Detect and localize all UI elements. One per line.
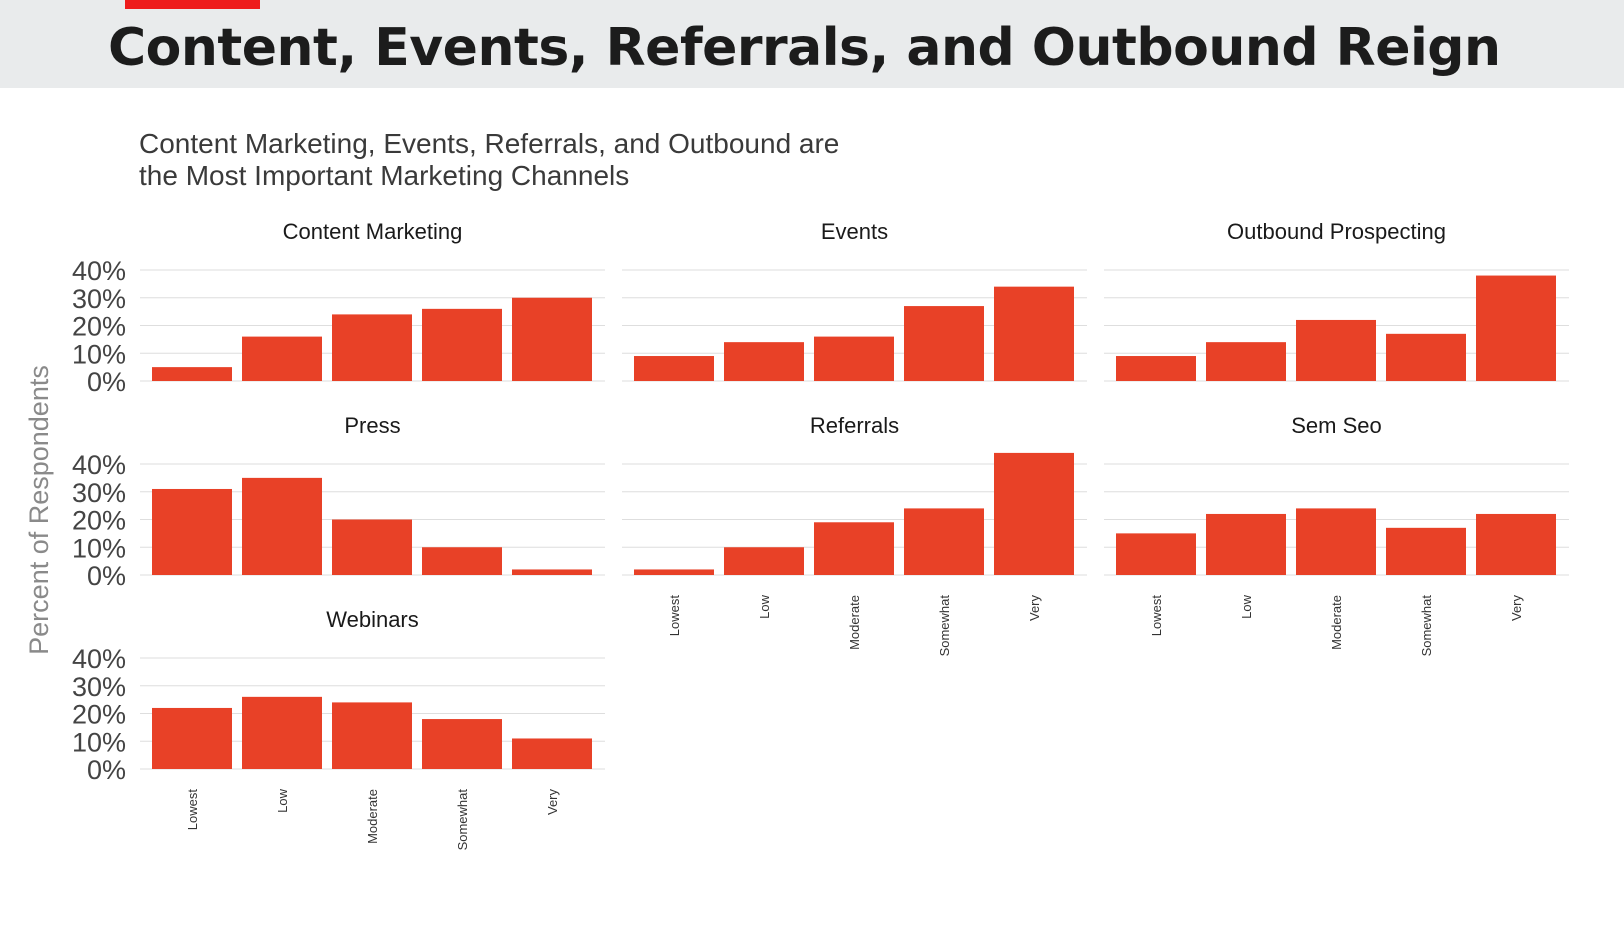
bar-referrals-lowest — [634, 569, 714, 575]
panel-webinars: 40%30%20%10%0% Webinars Lowest Low Moderate S… — [72, 607, 605, 850]
y-tick-label: 40% — [72, 644, 126, 674]
x-tick-label: Moderate — [1329, 595, 1344, 650]
panel-title: Events — [821, 219, 888, 244]
y-tick-label: 30% — [72, 672, 126, 702]
bar-sem-seo-very — [1476, 513, 1556, 575]
x-tick-label: Lowest — [667, 595, 682, 637]
y-axis-label: Percent of Respondents — [24, 365, 54, 655]
bar-content-marketing-somewhat — [422, 308, 502, 381]
bar-outbound-prospecting-lowest — [1116, 356, 1196, 381]
slide-header: Content, Events, Referrals, and Outbound… — [0, 0, 1624, 88]
x-tick-label: Moderate — [365, 789, 380, 844]
x-tick-label: Very — [1509, 595, 1524, 622]
bar-content-marketing-moderate — [332, 314, 412, 381]
bar-outbound-prospecting-somewhat — [1386, 333, 1466, 381]
bar-referrals-moderate — [814, 522, 894, 575]
y-tick-label: 30% — [72, 284, 126, 314]
y-tick-label: 0% — [87, 755, 126, 785]
y-tick-label: 10% — [72, 533, 126, 563]
bar-webinars-low — [242, 696, 322, 769]
x-tick-label: Low — [1239, 594, 1254, 618]
bar-press-somewhat — [422, 547, 502, 575]
x-tick-label: Lowest — [1149, 595, 1164, 637]
y-tick-label: 20% — [72, 506, 126, 536]
bar-referrals-very — [994, 452, 1074, 575]
bar-events-moderate — [814, 336, 894, 381]
panel-press: 40%30%20%10%0% Press — [72, 413, 605, 591]
bar-outbound-prospecting-low — [1206, 342, 1286, 381]
bar-webinars-lowest — [152, 707, 232, 769]
x-tick-label: Low — [757, 594, 772, 618]
bar-events-lowest — [634, 356, 714, 381]
bar-press-lowest — [152, 488, 232, 575]
bar-outbound-prospecting-moderate — [1296, 319, 1376, 381]
x-tick-label: Low — [275, 788, 290, 812]
bar-content-marketing-very — [512, 297, 592, 381]
y-tick-label: 30% — [72, 478, 126, 508]
panel-content-marketing: 40%30%20%10%0% Content Marketing — [72, 219, 605, 397]
y-tick-label: 10% — [72, 727, 126, 757]
chart-title-line-1: Content Marketing, Events, Referrals, an… — [139, 128, 840, 159]
y-tick-label: 40% — [72, 256, 126, 286]
bar-webinars-very — [512, 738, 592, 769]
x-tick-label: Moderate — [847, 595, 862, 650]
accent-bar — [125, 0, 260, 9]
panel-title: Referrals — [810, 413, 899, 438]
chart-title: Content Marketing, Events, Referrals, an… — [139, 128, 839, 192]
bar-content-marketing-low — [242, 336, 322, 381]
x-tick-label: Somewhat — [1419, 595, 1434, 657]
x-tick-label: Somewhat — [455, 789, 470, 851]
bar-events-very — [994, 286, 1074, 381]
panel-outbound-prospecting: Outbound Prospecting — [1104, 219, 1569, 382]
panel-title: Webinars — [326, 607, 419, 632]
panel-sem-seo: Sem Seo Lowest Low Moderate Somewhat Very — [1104, 413, 1569, 656]
x-tick-label: Very — [545, 789, 560, 816]
y-tick-label: 40% — [72, 450, 126, 480]
panel-title: Sem Seo — [1291, 413, 1382, 438]
bar-referrals-somewhat — [904, 508, 984, 575]
bar-webinars-somewhat — [422, 719, 502, 769]
x-tick-label: Lowest — [185, 789, 200, 831]
bar-webinars-moderate — [332, 702, 412, 769]
bar-events-low — [724, 342, 804, 381]
bar-events-somewhat — [904, 306, 984, 381]
bar-referrals-low — [724, 547, 804, 575]
y-tick-label: 0% — [87, 561, 126, 591]
panel-title: Outbound Prospecting — [1227, 219, 1446, 244]
y-tick-label: 10% — [72, 339, 126, 369]
bar-sem-seo-moderate — [1296, 508, 1376, 575]
panel-referrals: Referrals Lowest Low Moderate Somewhat Very — [622, 413, 1087, 656]
chart-title-line-2: the Most Important Marketing Channels — [139, 160, 630, 191]
bar-sem-seo-low — [1206, 513, 1286, 575]
panel-title: Content Marketing — [283, 219, 463, 244]
y-tick-label: 20% — [72, 312, 126, 342]
slide-title: Content, Events, Referrals, and Outbound… — [108, 18, 1501, 78]
bar-sem-seo-somewhat — [1386, 527, 1466, 575]
panel-title: Press — [344, 413, 400, 438]
bar-outbound-prospecting-very — [1476, 275, 1556, 381]
bar-press-low — [242, 477, 322, 575]
bar-press-very — [512, 569, 592, 575]
bar-press-moderate — [332, 519, 412, 575]
bar-content-marketing-lowest — [152, 367, 232, 381]
y-tick-label: 0% — [87, 367, 126, 397]
panel-events: Events — [622, 219, 1087, 382]
bar-sem-seo-lowest — [1116, 533, 1196, 575]
x-tick-label: Somewhat — [937, 595, 952, 657]
x-tick-label: Very — [1027, 595, 1042, 622]
y-tick-label: 20% — [72, 700, 126, 730]
